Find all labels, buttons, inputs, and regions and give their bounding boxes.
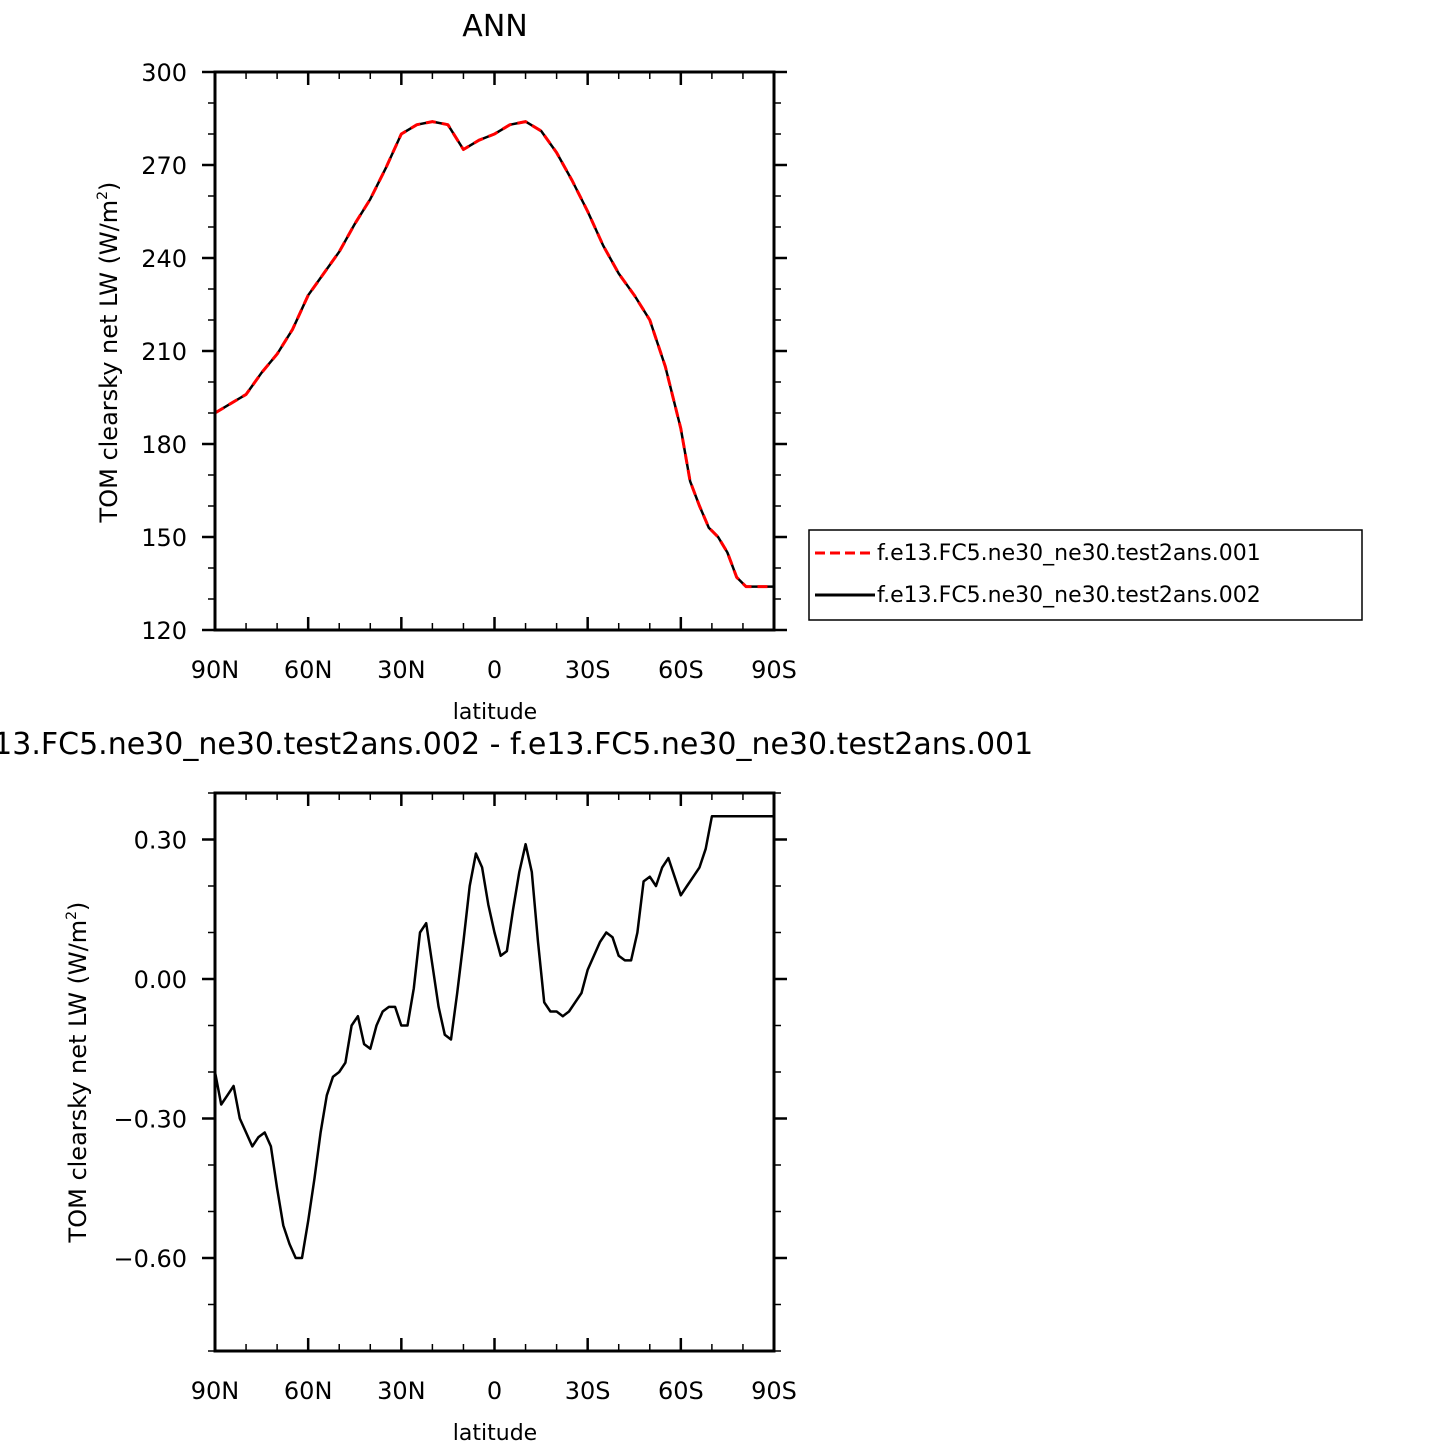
bottom-plot-frame <box>213 791 776 1353</box>
legend-label-series-1: f.e13.FC5.ne30_ne30.test2ans.001 <box>877 541 1261 566</box>
legend: f.e13.FC5.ne30_ne30.test2ans.001 f.e13.F… <box>808 529 1363 621</box>
bottom-y-axis-label: TOM clearsky net LW (W/m2) <box>64 902 92 1244</box>
top-y-axis-label: TOM clearsky net LW (W/m2) <box>95 182 123 524</box>
bottom-x-tick-label: 90N <box>191 1377 240 1405</box>
bottom-series-lines <box>215 815 774 1260</box>
bottom-x-axis-label: latitude <box>453 1421 537 1446</box>
bottom-x-tick-label: 0 <box>487 1377 502 1405</box>
bottom-axes: 90N 60N 30N 0 30S 60S 90S 0.30 0.00 −0.30 −0.60 <box>113 792 797 1405</box>
top-y-tick-label: 150 <box>141 524 187 552</box>
top-y-tick-label: 300 <box>141 59 187 87</box>
top-x-tick-label: 90N <box>191 656 240 684</box>
top-series-line-2 <box>215 120 774 588</box>
bottom-series-line-1 <box>215 815 774 1260</box>
bottom-chart-title: f.e13.FC5.ne30_ne30.test2ans.002 - f.e13… <box>0 727 1033 762</box>
top-plot-frame <box>213 70 776 632</box>
top-x-tick-label: 90S <box>751 656 797 684</box>
bottom-x-tick-label: 30S <box>565 1377 611 1405</box>
top-series-lines <box>215 120 774 589</box>
panel-bottom: f.e13.FC5.ne30_ne30.test2ans.002 - f.e13… <box>0 727 1033 1446</box>
top-series-line-1 <box>215 120 774 589</box>
top-y-tick-label: 240 <box>141 245 187 273</box>
legend-label-series-2: f.e13.FC5.ne30_ne30.test2ans.002 <box>877 583 1261 608</box>
top-y-tick-label: 180 <box>141 431 187 459</box>
top-x-tick-label: 0 <box>487 656 502 684</box>
bottom-x-tick-label: 60S <box>658 1377 704 1405</box>
bottom-y-tick-label: −0.60 <box>113 1245 187 1273</box>
panel-top: ANN 90N 60N 30N 0 30S 60S 90S 120 150 180 210 240 27… <box>95 9 797 725</box>
top-x-axis-label: latitude <box>453 700 537 725</box>
top-x-tick-label: 60S <box>658 656 704 684</box>
bottom-x-tick-label: 60N <box>284 1377 333 1405</box>
top-chart-title: ANN <box>462 9 527 44</box>
top-x-tick-label: 30N <box>377 656 426 684</box>
bottom-y-tick-label: 0.30 <box>134 827 187 855</box>
top-y-tick-label: 270 <box>141 152 187 180</box>
top-x-tick-label: 60N <box>284 656 333 684</box>
legend-box <box>808 529 1363 621</box>
top-axes: 90N 60N 30N 0 30S 60S 90S 120 150 180 210 240 270 300 <box>141 59 797 684</box>
bottom-y-tick-label: −0.30 <box>113 1106 187 1134</box>
bottom-x-tick-label: 30N <box>377 1377 426 1405</box>
top-x-tick-label: 30S <box>565 656 611 684</box>
bottom-x-tick-label: 90S <box>751 1377 797 1405</box>
bottom-y-tick-label: 0.00 <box>134 966 187 994</box>
top-y-tick-label: 210 <box>141 338 187 366</box>
top-y-tick-label: 120 <box>141 617 187 645</box>
